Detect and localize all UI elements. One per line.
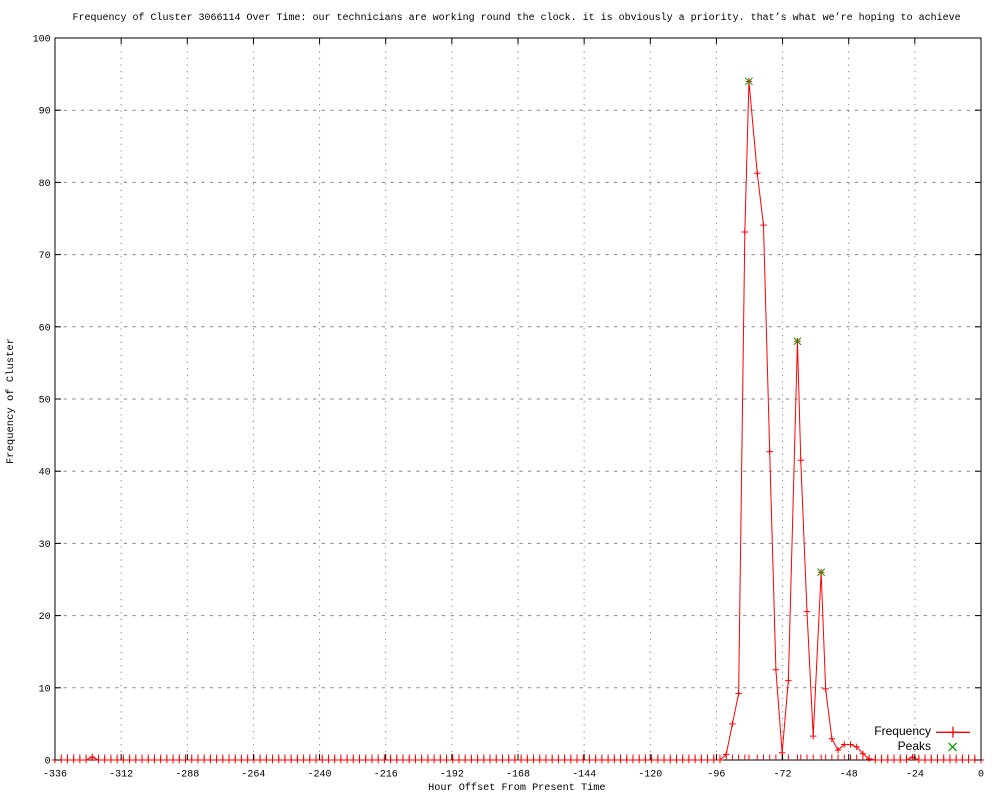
svg-text:-240: -240 [308,770,332,781]
svg-text:-312: -312 [109,770,133,781]
svg-text:0: 0 [978,770,984,781]
svg-text:100: 100 [33,35,51,46]
svg-text:10: 10 [39,684,51,695]
svg-text:-144: -144 [572,770,596,781]
svg-text:-96: -96 [707,770,725,781]
svg-text:-24: -24 [906,770,924,781]
svg-text:-288: -288 [175,770,199,781]
svg-text:50: 50 [39,396,51,407]
svg-text:-48: -48 [840,770,858,781]
svg-text:-192: -192 [440,770,464,781]
svg-text:-168: -168 [506,770,530,781]
svg-text:30: 30 [39,540,51,551]
svg-text:70: 70 [39,251,51,262]
svg-text:60: 60 [39,323,51,334]
svg-text:90: 90 [39,107,51,118]
svg-text:-336: -336 [43,770,67,781]
svg-text:20: 20 [39,612,51,623]
svg-text:40: 40 [39,468,51,479]
svg-text:-72: -72 [774,770,792,781]
svg-text:80: 80 [39,179,51,190]
svg-text:-264: -264 [241,770,265,781]
svg-text:-216: -216 [374,770,398,781]
svg-text:0: 0 [45,757,51,768]
svg-text:-120: -120 [638,770,662,781]
